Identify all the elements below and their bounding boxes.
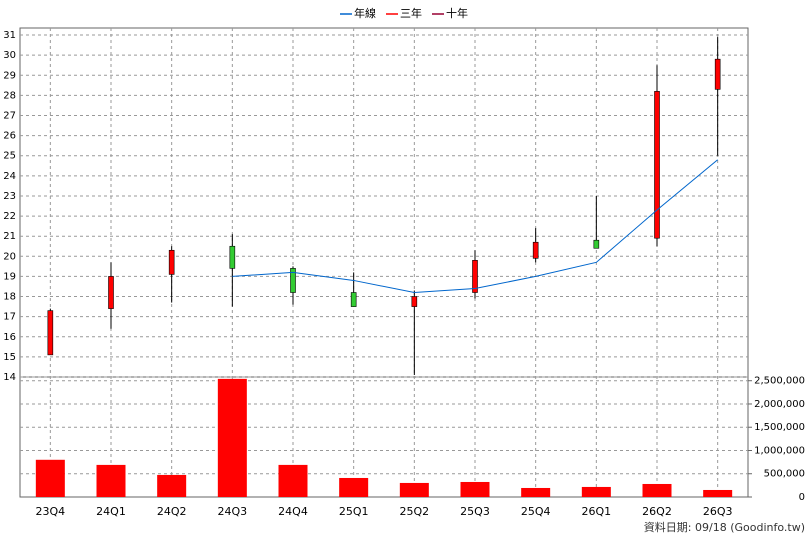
x-tick-label: 25Q4 [521, 505, 551, 518]
x-tick-label: 24Q3 [218, 505, 248, 518]
candle-body [411, 296, 418, 307]
y2-tick-label: 500,000 [764, 469, 805, 480]
y-tick-label: 21 [3, 231, 16, 242]
candle-body [108, 276, 114, 309]
volume-bar [521, 487, 551, 497]
y-tick-label: 30 [3, 50, 16, 61]
volume-bar [703, 489, 733, 497]
candle-body [714, 58, 721, 90]
candle-body [168, 249, 175, 275]
candle-body [532, 241, 539, 259]
y-tick-label: 17 [3, 312, 16, 323]
candle-body [472, 260, 478, 293]
legend-label: 三年 [400, 6, 422, 20]
line-series [232, 159, 718, 294]
x-tick-label: 26Q1 [582, 505, 612, 518]
x-tick-label: 24Q1 [96, 505, 126, 518]
y2-tick-label: 1,000,000 [754, 445, 805, 456]
volume-bar [460, 481, 490, 497]
candle-body [290, 268, 296, 293]
footnote: 資料日期: 09/18 (Goodinfo.tw) [644, 520, 805, 534]
x-tick-label: 23Q4 [36, 505, 66, 518]
y-tick-label: 28 [3, 90, 16, 101]
y-tick-label: 19 [3, 271, 16, 282]
y-tick-label: 25 [3, 151, 16, 162]
x-tick-label: 25Q3 [460, 505, 490, 518]
y-tick-label: 27 [3, 111, 16, 122]
y-tick-label: 29 [3, 70, 16, 81]
legend-label: 年線 [354, 6, 376, 20]
legend-label: 十年 [446, 6, 468, 20]
candle-body [229, 245, 236, 269]
y-tick-label: 26 [3, 131, 16, 142]
y-tick-label: 22 [3, 211, 16, 222]
volume-bar [339, 477, 369, 497]
x-tick-label: 24Q2 [157, 505, 187, 518]
x-tick-label: 24Q4 [278, 505, 308, 518]
y2-tick-label: 1,500,000 [754, 422, 805, 433]
volume-bar [96, 464, 126, 497]
candle-body [350, 292, 357, 307]
y2-tick-label: 2,500,000 [754, 376, 805, 387]
volume-bar [581, 486, 611, 497]
y-tick-label: 24 [3, 171, 16, 182]
x-tick-label: 26Q2 [642, 505, 672, 518]
plot-frame [19, 27, 749, 498]
volume-bar [35, 459, 65, 497]
y-tick-label: 23 [3, 191, 16, 202]
y-tick-label: 16 [3, 332, 16, 343]
volume-bar [157, 474, 187, 497]
volume-bar [642, 483, 672, 497]
candle-body [593, 239, 600, 249]
x-tick-label: 25Q2 [400, 505, 430, 518]
y2-tick-label: 0 [799, 492, 805, 503]
y-tick-label: 18 [3, 292, 16, 303]
candle-body [47, 310, 54, 356]
volume-bar [278, 464, 308, 497]
y-tick-label: 15 [3, 352, 16, 363]
y-tick-label: 20 [3, 251, 16, 262]
volume-bar [217, 378, 247, 497]
y-tick-label: 31 [3, 30, 16, 41]
y2-tick-label: 2,000,000 [754, 399, 805, 410]
candle-body [654, 91, 660, 239]
volume-bar [399, 482, 429, 497]
y-tick-label: 14 [3, 372, 16, 383]
x-tick-label: 26Q3 [703, 505, 733, 518]
x-tick-label: 25Q1 [339, 505, 369, 518]
